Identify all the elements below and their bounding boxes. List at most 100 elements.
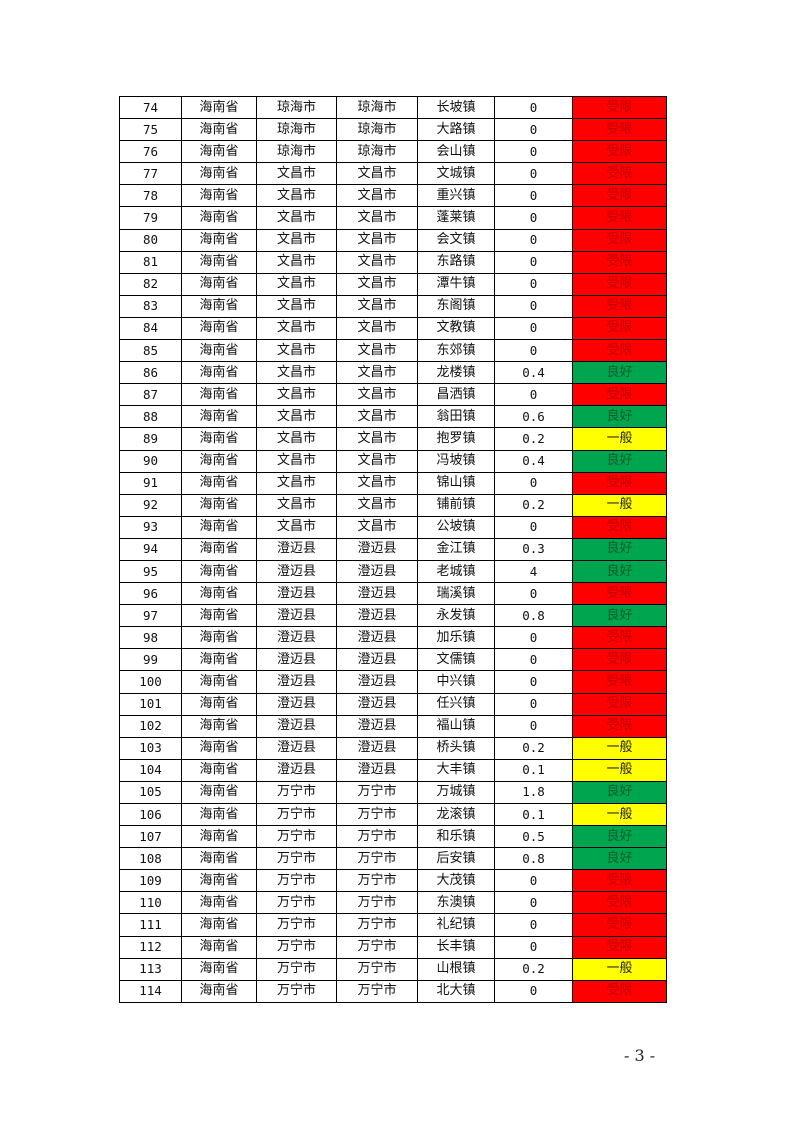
- county-cell: 文昌市: [336, 162, 418, 186]
- table-row: 103 海南省 澄迈县 澄迈县 桥头镇 0.2 一般: [119, 736, 667, 760]
- county-cell: 文昌市: [336, 294, 418, 318]
- table-row: 112 海南省 万宁市 万宁市 长丰镇 0 受限: [119, 935, 667, 959]
- status-cell: 受限: [572, 869, 667, 893]
- city-cell: 澄迈县: [256, 692, 337, 716]
- province-cell: 海南省: [181, 626, 257, 650]
- county-cell: 澄迈县: [336, 648, 418, 672]
- county-cell: 澄迈县: [336, 670, 418, 694]
- city-cell: 澄迈县: [256, 604, 337, 628]
- row-number: 98: [119, 626, 182, 650]
- city-cell: 澄迈县: [256, 736, 337, 760]
- status-cell: 受限: [572, 692, 667, 716]
- status-cell: 受限: [572, 250, 667, 274]
- province-cell: 海南省: [181, 95, 257, 120]
- value-cell: 0.8: [494, 604, 573, 628]
- value-cell: 0: [494, 140, 573, 164]
- row-number: 85: [119, 339, 182, 363]
- row-number: 94: [119, 537, 182, 561]
- town-cell: 大丰镇: [417, 758, 495, 782]
- town-cell: 龙楼镇: [417, 361, 495, 385]
- city-cell: 澄迈县: [256, 626, 337, 650]
- town-cell: 重兴镇: [417, 184, 495, 208]
- province-cell: 海南省: [181, 913, 257, 937]
- table-row: 104 海南省 澄迈县 澄迈县 大丰镇 0.1 一般: [119, 758, 667, 782]
- table-row: 113 海南省 万宁市 万宁市 山根镇 0.2 一般: [119, 957, 667, 981]
- city-cell: 澄迈县: [256, 648, 337, 672]
- table-row: 82 海南省 文昌市 文昌市 潭牛镇 0 受限: [119, 272, 667, 296]
- province-cell: 海南省: [181, 537, 257, 561]
- status-cell: 受限: [572, 648, 667, 672]
- city-cell: 琼海市: [256, 95, 337, 120]
- city-cell: 澄迈县: [256, 714, 337, 738]
- value-cell: 0: [494, 471, 573, 495]
- row-number: 100: [119, 670, 182, 694]
- city-cell: 文昌市: [256, 316, 337, 341]
- status-cell: 良好: [572, 559, 667, 584]
- city-cell: 文昌市: [256, 383, 337, 407]
- province-cell: 海南省: [181, 559, 257, 584]
- city-cell: 文昌市: [256, 471, 337, 495]
- county-cell: 万宁市: [336, 979, 418, 1003]
- province-cell: 海南省: [181, 316, 257, 341]
- row-number: 91: [119, 471, 182, 495]
- city-cell: 文昌市: [256, 162, 337, 186]
- value-cell: 0.5: [494, 825, 573, 849]
- table-row: 107 海南省 万宁市 万宁市 和乐镇 0.5 良好: [119, 825, 667, 849]
- status-cell: 受限: [572, 162, 667, 186]
- value-cell: 0: [494, 626, 573, 650]
- status-cell: 良好: [572, 847, 667, 871]
- county-cell: 文昌市: [336, 427, 418, 451]
- table-row: 89 海南省 文昌市 文昌市 抱罗镇 0.2 一般: [119, 427, 667, 451]
- county-cell: 万宁市: [336, 847, 418, 871]
- table-row: 86 海南省 文昌市 文昌市 龙楼镇 0.4 良好: [119, 361, 667, 385]
- status-cell: 受限: [572, 228, 667, 252]
- town-cell: 中兴镇: [417, 670, 495, 694]
- county-cell: 文昌市: [336, 515, 418, 539]
- town-cell: 后安镇: [417, 847, 495, 871]
- value-cell: 0.4: [494, 361, 573, 385]
- county-cell: 万宁市: [336, 957, 418, 981]
- status-cell: 受限: [572, 95, 667, 120]
- table-row: 99 海南省 澄迈县 澄迈县 文儒镇 0 受限: [119, 648, 667, 672]
- county-cell: 万宁市: [336, 869, 418, 893]
- value-cell: 0: [494, 383, 573, 407]
- county-cell: 澄迈县: [336, 714, 418, 738]
- row-number: 103: [119, 736, 182, 760]
- province-cell: 海南省: [181, 670, 257, 694]
- row-number: 81: [119, 250, 182, 274]
- town-cell: 文教镇: [417, 316, 495, 341]
- county-cell: 文昌市: [336, 228, 418, 252]
- value-cell: 0: [494, 118, 573, 142]
- province-cell: 海南省: [181, 471, 257, 495]
- town-cell: 和乐镇: [417, 825, 495, 849]
- value-cell: 0: [494, 869, 573, 893]
- table-row: 76 海南省 琼海市 琼海市 会山镇 0 受限: [119, 140, 667, 164]
- province-cell: 海南省: [181, 582, 257, 606]
- county-cell: 澄迈县: [336, 537, 418, 561]
- value-cell: 0.6: [494, 405, 573, 429]
- county-cell: 澄迈县: [336, 736, 418, 760]
- city-cell: 文昌市: [256, 361, 337, 385]
- city-cell: 文昌市: [256, 515, 337, 539]
- province-cell: 海南省: [181, 272, 257, 296]
- status-cell: 良好: [572, 604, 667, 628]
- province-cell: 海南省: [181, 758, 257, 782]
- row-number: 90: [119, 449, 182, 473]
- table-row: 97 海南省 澄迈县 澄迈县 永发镇 0.8 良好: [119, 604, 667, 628]
- county-cell: 文昌市: [336, 339, 418, 363]
- status-cell: 一般: [572, 957, 667, 981]
- value-cell: 0: [494, 250, 573, 274]
- row-number: 74: [119, 95, 182, 120]
- row-number: 86: [119, 361, 182, 385]
- city-cell: 万宁市: [256, 802, 337, 827]
- city-cell: 澄迈县: [256, 559, 337, 584]
- table-row: 80 海南省 文昌市 文昌市 会文镇 0 受限: [119, 228, 667, 252]
- province-cell: 海南省: [181, 294, 257, 318]
- status-cell: 受限: [572, 582, 667, 606]
- row-number: 95: [119, 559, 182, 584]
- status-cell: 受限: [572, 184, 667, 208]
- county-cell: 文昌市: [336, 272, 418, 296]
- province-cell: 海南省: [181, 339, 257, 363]
- table-row: 87 海南省 文昌市 文昌市 昌洒镇 0 受限: [119, 383, 667, 407]
- city-cell: 琼海市: [256, 118, 337, 142]
